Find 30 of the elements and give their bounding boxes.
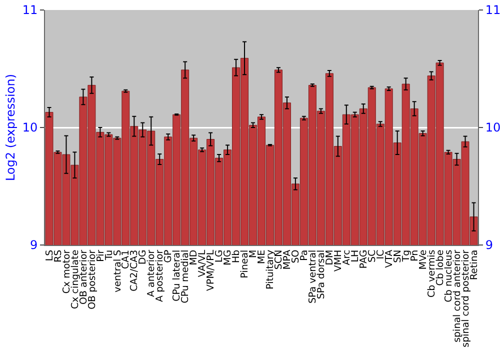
x-tick-label: Arc bbox=[341, 250, 352, 266]
x-tick-label: A posterior bbox=[154, 250, 166, 302]
x-tick-label: SN bbox=[392, 250, 404, 263]
x-tick-label: OB posterior bbox=[86, 250, 98, 310]
y2-tick-label: 11 bbox=[485, 3, 500, 18]
x-tick-label: ME bbox=[256, 250, 268, 264]
x-tick-label: Cb lobe bbox=[434, 250, 446, 286]
y2-tick-label: 9 bbox=[485, 238, 494, 252]
x-tick-label: SC bbox=[366, 249, 378, 262]
y-tick-label: 10 bbox=[22, 120, 38, 135]
y-tick-label: 11 bbox=[22, 3, 38, 18]
x-tick-label: PAG bbox=[358, 250, 370, 269]
x-tick-label: Tg bbox=[400, 250, 412, 263]
y2-tick-label: 10 bbox=[485, 120, 500, 135]
x-tick-label: Retina bbox=[468, 250, 480, 280]
x-tick-label: Pir bbox=[95, 250, 106, 262]
x-tick-label: spinal cord posterior bbox=[460, 250, 472, 348]
x-tick-label: VTA bbox=[384, 249, 395, 268]
x-tick-label: MVe bbox=[418, 250, 429, 270]
y-axis-title: Log2 (expression) bbox=[4, 74, 18, 181]
x-tick-label: Cx cingulate bbox=[70, 250, 81, 310]
x-tick-label: LS bbox=[44, 250, 56, 262]
x-tick-label: Pituitary bbox=[265, 249, 276, 290]
x-tick-label: LH bbox=[350, 250, 361, 262]
x-tick-label: IC bbox=[375, 249, 386, 260]
x-tick-label: VMH bbox=[332, 250, 344, 272]
y-tick-label: 9 bbox=[30, 238, 38, 252]
x-tick-label: RS bbox=[52, 250, 64, 262]
x-tick-label: Tu bbox=[104, 250, 115, 262]
x-tick-label: Pn bbox=[409, 250, 420, 262]
